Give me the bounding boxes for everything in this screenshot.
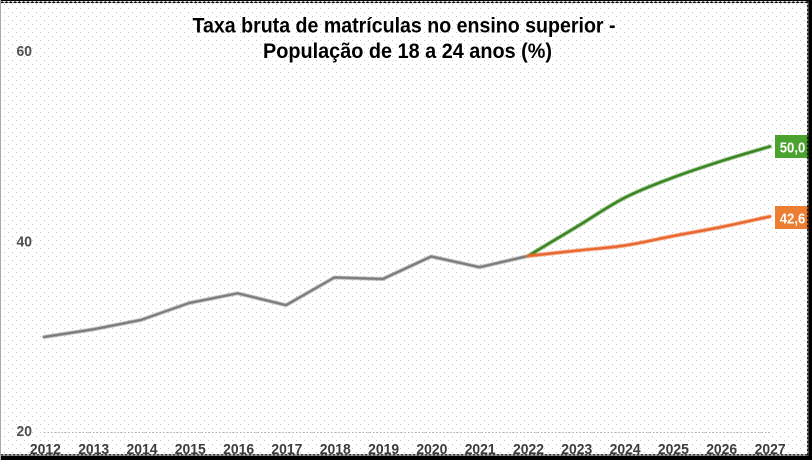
svg-text:2025: 2025 bbox=[658, 441, 689, 458]
svg-text:2027: 2027 bbox=[755, 441, 786, 458]
svg-text:2015: 2015 bbox=[175, 441, 206, 458]
svg-text:2021: 2021 bbox=[465, 441, 496, 458]
svg-text:42,6: 42,6 bbox=[780, 211, 806, 227]
svg-text:2018: 2018 bbox=[320, 441, 351, 458]
svg-text:20: 20 bbox=[17, 423, 33, 440]
svg-text:2023: 2023 bbox=[561, 441, 592, 458]
svg-text:2024: 2024 bbox=[610, 441, 642, 458]
svg-text:2012: 2012 bbox=[30, 441, 61, 458]
svg-text:Taxa bruta de matrículas no en: Taxa bruta de matrículas no ensino super… bbox=[193, 14, 616, 38]
svg-text:2026: 2026 bbox=[706, 441, 737, 458]
svg-text:2013: 2013 bbox=[78, 441, 109, 458]
svg-text:50,0: 50,0 bbox=[780, 140, 806, 156]
svg-text:60: 60 bbox=[17, 43, 33, 60]
svg-text:2017: 2017 bbox=[271, 441, 302, 458]
svg-text:População de 18 a 24 anos (%): População de 18 a 24 anos (%) bbox=[263, 39, 552, 63]
svg-text:2020: 2020 bbox=[416, 441, 447, 458]
svg-text:2022: 2022 bbox=[513, 441, 544, 458]
svg-text:2016: 2016 bbox=[223, 441, 254, 458]
svg-text:2019: 2019 bbox=[368, 441, 399, 458]
svg-text:2014: 2014 bbox=[127, 441, 159, 458]
svg-text:40: 40 bbox=[17, 234, 33, 251]
